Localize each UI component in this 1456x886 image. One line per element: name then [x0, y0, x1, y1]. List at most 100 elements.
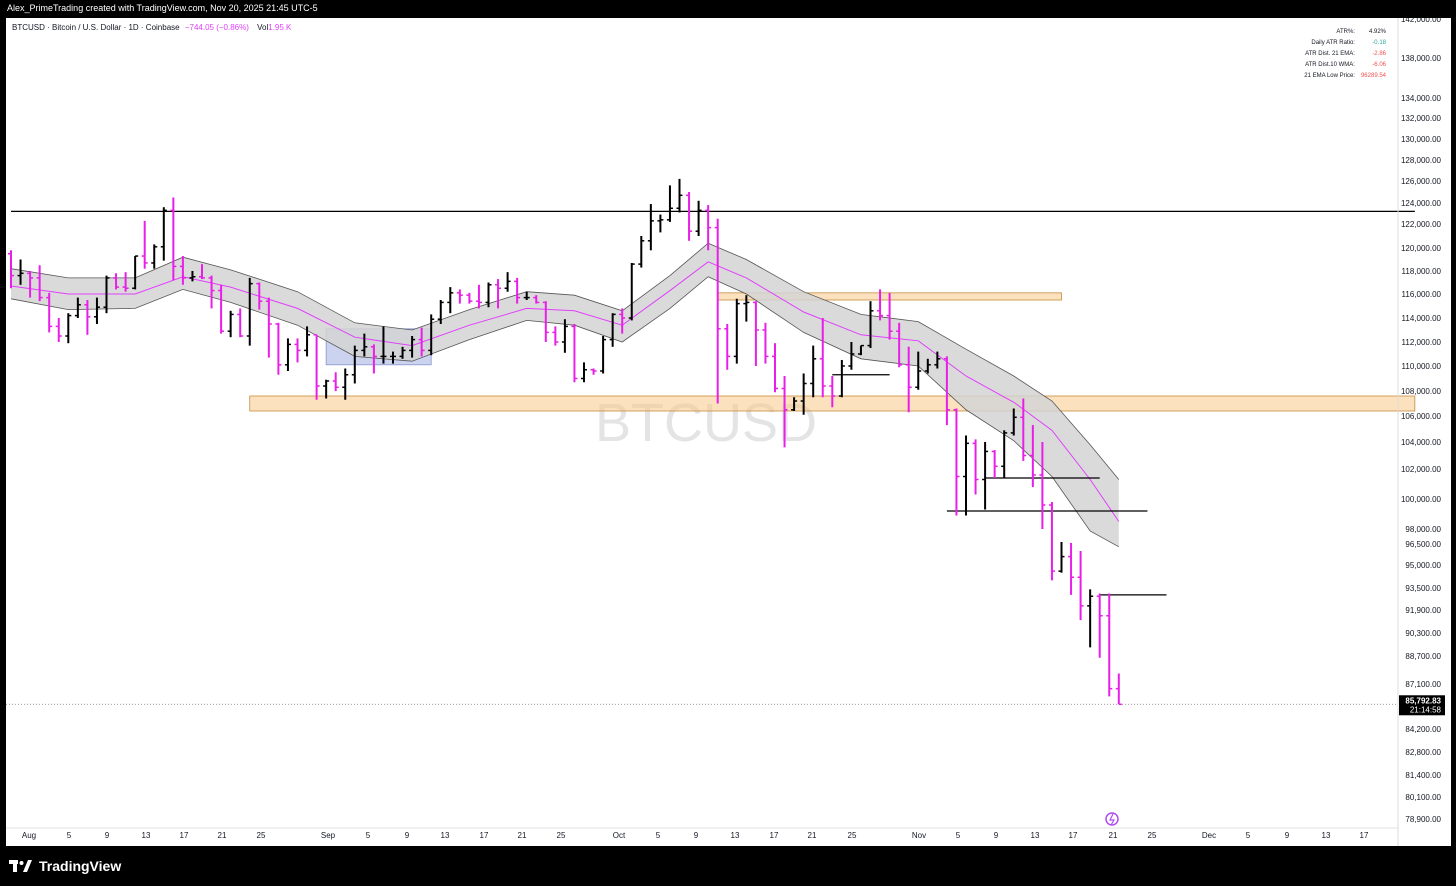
stats-value: 96289.54 — [1360, 73, 1386, 79]
y-tick-label: 122,000.00 — [1401, 220, 1442, 229]
x-tick-label: 25 — [1148, 831, 1157, 840]
chart-frame[interactable]: BTCUSD 142,000.00 138,000.00 134,000.00 132,… — [6, 18, 1451, 846]
y-tick-label: 106,000.00 — [1401, 412, 1442, 421]
y-tick-label: 91,900.00 — [1405, 606, 1441, 615]
x-tick-label: 21 — [518, 831, 527, 840]
stats-value: -6.06 — [1372, 62, 1386, 68]
x-tick-label: 25 — [848, 831, 857, 840]
stats-label: ATR%: — [1336, 29, 1355, 35]
x-tick-label: Sep — [321, 831, 336, 840]
y-tick-label: 130,000.00 — [1401, 135, 1442, 144]
x-tick-label: 21 — [808, 831, 817, 840]
stats-label: ATR Dist. 21 EMA: — [1305, 51, 1355, 57]
y-tick-label: 110,000.00 — [1402, 362, 1442, 371]
top-bar: Alex_PrimeTrading created with TradingVi… — [0, 0, 1456, 18]
stats-row: ATR%: 4.92% — [1301, 27, 1389, 38]
price-tag-value: 85,792.83 — [1405, 696, 1441, 705]
x-tick-label: 5 — [67, 831, 72, 840]
x-tick-label: 9 — [994, 831, 999, 840]
y-tick-label: 112,000.00 — [1402, 338, 1442, 347]
x-tick-label: 13 — [1031, 831, 1040, 840]
stats-row: ATR Dist. 21 EMA: -2.86 — [1301, 49, 1389, 60]
x-tick-label: 5 — [1246, 831, 1251, 840]
x-tick-label: 9 — [1285, 831, 1290, 840]
band-lower-line — [10, 276, 1119, 548]
ema-band — [11, 243, 1119, 547]
stats-value: -0.18 — [1372, 40, 1386, 46]
atr-stats-table: ATR%: 4.92% Daily ATR Ratio: -0.18 ATR Dist.… — [1301, 27, 1389, 82]
x-tick-label: 9 — [405, 831, 410, 840]
x-tick-label: 13 — [142, 831, 151, 840]
brand-name: TradingView — [39, 858, 122, 874]
stats-row: 21 EMA Low Price: 96289.54 — [1301, 71, 1389, 82]
price-chart[interactable]: BTCUSD142,000.00138,000.00134,000.00132,… — [6, 18, 1451, 846]
stats-label: 21 EMA Low Price: — [1304, 73, 1355, 79]
x-tick-label: 17 — [770, 831, 779, 840]
x-tick-label: 9 — [694, 831, 699, 840]
stats-row: Daily ATR Ratio: -0.18 — [1301, 38, 1389, 49]
symbol-title: BTCUSD · Bitcoin / U.S. Dollar · 1D · Co… — [12, 23, 180, 32]
x-tick-label: 13 — [441, 831, 450, 840]
x-tick-label: 21 — [218, 831, 227, 840]
y-tick-label: 120,000.00 — [1401, 244, 1442, 253]
x-tick-label: 13 — [1322, 831, 1331, 840]
x-tick-label: 5 — [366, 831, 371, 840]
author-credit: Alex_PrimeTrading created with TradingVi… — [7, 3, 318, 13]
y-tick-label: 134,000.00 — [1401, 94, 1442, 103]
event-icon[interactable] — [1105, 812, 1119, 826]
price-change: −744.05 (−0.86%) — [184, 23, 249, 32]
y-tick-label: 87,100.00 — [1405, 680, 1441, 689]
x-tick-label: 17 — [1360, 831, 1369, 840]
symbol-legend: BTCUSD · Bitcoin / U.S. Dollar · 1D · Co… — [12, 23, 291, 32]
lightning-icon — [1109, 813, 1116, 826]
price-tag-countdown: 21:14:58 — [1410, 705, 1442, 714]
y-tick-label: 118,000.00 — [1402, 267, 1442, 276]
y-tick-label: 81,400.00 — [1405, 771, 1441, 780]
price-tag — [1399, 695, 1445, 716]
x-tick-label: 13 — [731, 831, 740, 840]
tradingview-logo[interactable]: TradingView — [9, 858, 121, 874]
y-tick-label: 142,000.00 — [1401, 18, 1442, 24]
volume-value: 1.95 K — [268, 23, 292, 32]
x-tick-label: 25 — [257, 831, 266, 840]
y-tick-label: 132,000.00 — [1401, 114, 1442, 123]
x-tick-label: 25 — [557, 831, 566, 840]
y-tick-label: 98,000.00 — [1405, 525, 1441, 534]
y-tick-label: 102,000.00 — [1401, 465, 1442, 474]
y-tick-label: 82,800.00 — [1405, 748, 1441, 757]
y-tick-label: 95,000.00 — [1405, 561, 1441, 570]
x-tick-label: Aug — [22, 831, 36, 840]
y-tick-label: 100,000.00 — [1401, 495, 1442, 504]
y-tick-label: 93,500.00 — [1405, 584, 1441, 593]
x-tick-label: 5 — [956, 831, 961, 840]
x-tick-label: 5 — [656, 831, 661, 840]
tradingview-logo-icon — [9, 860, 32, 872]
volume-label: Vol — [257, 23, 269, 32]
stats-label: ATR Dist.10 WMA: — [1305, 62, 1355, 68]
x-tick-label: 17 — [480, 831, 489, 840]
y-tick-label: 88,700.00 — [1405, 652, 1441, 661]
y-tick-label: 124,000.00 — [1401, 199, 1442, 208]
y-tick-label: 138,000.00 — [1401, 54, 1442, 63]
stats-label: Daily ATR Ratio: — [1311, 40, 1355, 46]
y-tick-label: 90,300.00 — [1405, 629, 1441, 638]
y-tick-label: 116,000.00 — [1402, 290, 1442, 299]
y-tick-label: 78,900.00 — [1405, 815, 1441, 824]
x-tick-label: Dec — [1202, 831, 1216, 840]
y-tick-label: 80,100.00 — [1405, 793, 1441, 802]
y-tick-label: 96,500.00 — [1405, 540, 1441, 549]
x-tick-label: Nov — [912, 831, 926, 840]
x-tick-label: Oct — [613, 831, 626, 840]
footer-bar: TradingView — [0, 846, 1456, 886]
x-tick-label: 9 — [105, 831, 110, 840]
x-tick-label: 17 — [180, 831, 189, 840]
y-tick-label: 108,000.00 — [1401, 387, 1442, 396]
y-tick-label: 84,200.00 — [1405, 725, 1441, 734]
x-tick-label: 17 — [1069, 831, 1078, 840]
y-tick-label: 126,000.00 — [1401, 177, 1442, 186]
stats-row: ATR Dist.10 WMA: -6.06 — [1301, 60, 1389, 71]
y-tick-label: 114,000.00 — [1402, 314, 1442, 323]
y-tick-label: 104,000.00 — [1401, 438, 1442, 447]
stats-value: 4.92% — [1368, 29, 1386, 35]
stats-value: -2.86 — [1372, 51, 1386, 57]
